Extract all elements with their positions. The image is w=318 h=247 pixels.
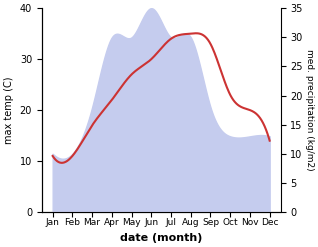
X-axis label: date (month): date (month) xyxy=(120,233,202,243)
Y-axis label: med. precipitation (kg/m2): med. precipitation (kg/m2) xyxy=(305,49,314,171)
Y-axis label: max temp (C): max temp (C) xyxy=(4,76,14,144)
